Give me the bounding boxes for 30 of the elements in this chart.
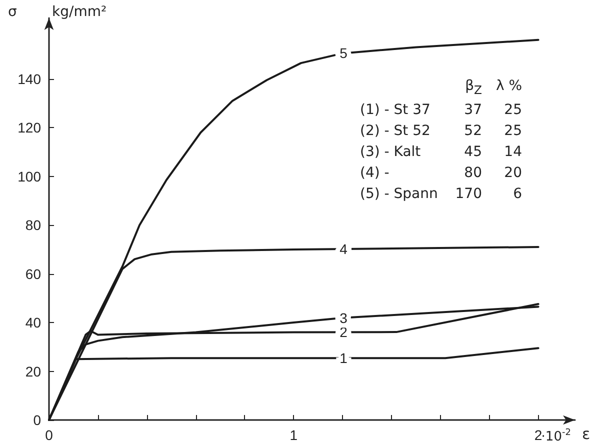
annotation: 37 xyxy=(463,102,483,118)
annotation: 6 xyxy=(512,186,523,202)
annotation: 25 xyxy=(503,122,523,139)
text: σ kg/mm² xyxy=(8,4,107,20)
annotation: (2) - St 52 xyxy=(360,122,432,139)
y-tick-label: 0 xyxy=(33,412,42,428)
x-tick-label: 0 xyxy=(45,427,54,443)
y-tick-label: 140 xyxy=(18,70,42,87)
x-tick-label: 1 xyxy=(290,427,298,443)
annotation: (5) - Spann xyxy=(360,186,439,202)
annotation: β$_{Z}$ xyxy=(464,78,483,97)
y-tick-label: 40 xyxy=(25,314,42,331)
annotation: λ % xyxy=(494,78,523,96)
text: ·10$^{-2}$ ε xyxy=(541,425,590,444)
annotation: (3) - Kalt xyxy=(360,144,422,160)
annotation: 14 xyxy=(503,144,523,160)
annotation: 80 xyxy=(463,164,483,181)
annotation: 45 xyxy=(463,144,483,160)
y-tick-label: 80 xyxy=(25,217,42,234)
y-tick-label: 100 xyxy=(18,168,42,184)
x-tick-label: 2 xyxy=(534,427,542,443)
y-tick-label: 60 xyxy=(25,266,42,282)
y-tick-label: 20 xyxy=(25,363,42,380)
annotation: 20 xyxy=(503,164,523,181)
annotation: (4) - xyxy=(360,164,390,181)
annotation: (1) - St 37 xyxy=(360,102,432,118)
y-tick-label: 120 xyxy=(18,120,42,136)
annotation: 52 xyxy=(463,122,483,139)
annotation: 25 xyxy=(503,102,523,118)
annotation: 170 xyxy=(454,186,483,202)
